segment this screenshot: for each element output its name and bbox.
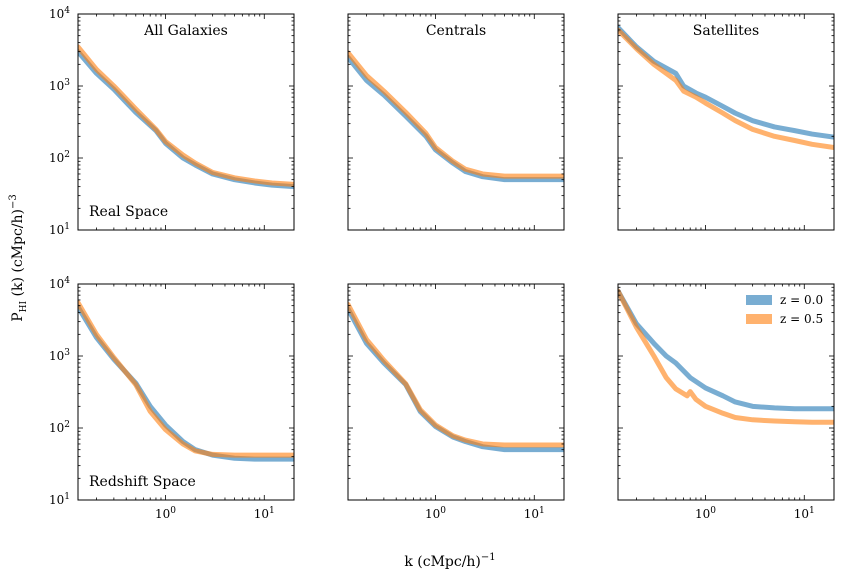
series-group (348, 301, 564, 453)
series-line-z05 (78, 44, 294, 187)
y-axis-label: PHI (k) (cMpc/h)−3 (8, 194, 29, 322)
axes-frame (617, 13, 835, 231)
axes-frame (347, 283, 565, 501)
x-tick-label: 100 (425, 506, 446, 521)
x-tick-label: 100 (155, 506, 176, 521)
y-tick-label: 101 (49, 492, 70, 507)
axes-frame (617, 283, 835, 501)
axes-frame (347, 13, 565, 231)
panel-annotation: Real Space (89, 204, 168, 220)
x-tick-label: 100 (695, 506, 716, 521)
panel-title: Centrals (426, 23, 486, 39)
legend-label-z0: z = 0.0 (780, 293, 823, 307)
y-tick-label: 102 (49, 150, 70, 165)
panel-1-1: 100 101 (347, 283, 565, 521)
legend-swatch-z05 (746, 314, 772, 324)
series-group (78, 300, 294, 462)
panel-0-2: Satellites (617, 13, 835, 231)
x-tick-label: 101 (254, 506, 275, 521)
series-group (618, 24, 834, 150)
axes-frame (77, 283, 295, 501)
panel-0-0: 101 102 103 104 All Galaxies Real Space (49, 6, 295, 237)
series-group (618, 288, 834, 425)
y-tick-label: 103 (49, 348, 70, 363)
panel-1-0: 101 102 103 104 100 101 Redshift Space (49, 276, 295, 521)
y-tick-label: 101 (49, 222, 70, 237)
series-group (78, 44, 294, 190)
legend: z = 0.0 z = 0.5 (746, 293, 823, 326)
x-axis-label: k (cMpc/h)−1 (404, 552, 495, 570)
series-line-z0 (78, 304, 294, 462)
series-line-z0 (618, 288, 834, 412)
legend-swatch-z0 (746, 295, 772, 305)
y-tick-label: 103 (49, 78, 70, 93)
series-group (348, 50, 564, 183)
series-line-z0 (78, 49, 294, 190)
y-tick-label: 104 (49, 276, 70, 291)
y-tick-label: 102 (49, 420, 70, 435)
series-line-z0 (348, 306, 564, 453)
panel-title: All Galaxies (143, 23, 228, 39)
panel-1-2: 100 101 (617, 283, 835, 521)
x-tick-label: 101 (794, 506, 815, 521)
series-line-z0 (618, 24, 834, 140)
series-line-z05 (78, 300, 294, 458)
panel-title: Satellites (693, 23, 759, 39)
series-line-z05 (348, 301, 564, 448)
series-line-z05 (348, 50, 564, 179)
y-tick-label: 104 (49, 6, 70, 21)
series-line-z05 (618, 288, 834, 425)
axes-frame (77, 13, 295, 231)
series-line-z05 (618, 27, 834, 150)
panel-annotation: Redshift Space (89, 474, 196, 490)
panel-0-1: Centrals (347, 13, 565, 231)
x-tick-label: 101 (524, 506, 545, 521)
panels-group: 101 102 103 104 All Galaxies Real Space Centra… (49, 6, 835, 521)
legend-label-z05: z = 0.5 (780, 312, 823, 326)
